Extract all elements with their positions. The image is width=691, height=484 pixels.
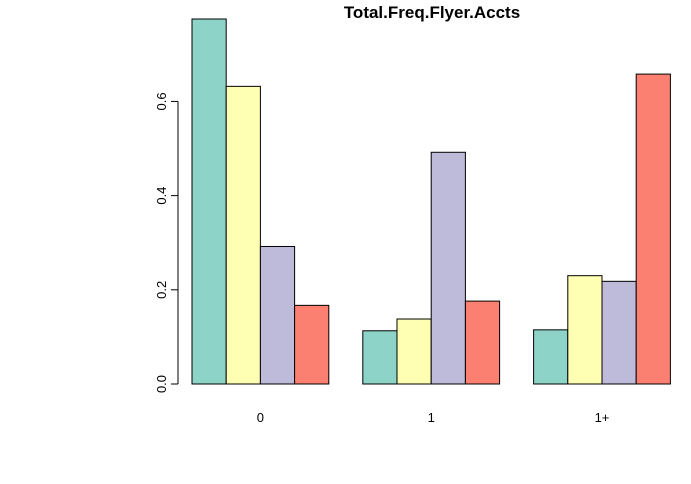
x-axis-labels: 0 1 1+ xyxy=(257,410,610,425)
y-tick-label: 0.4 xyxy=(154,187,169,205)
bar-1-series-2 xyxy=(396,318,432,385)
bar-1-series-3 xyxy=(430,151,466,385)
x-tick-label: 1+ xyxy=(595,410,610,425)
bars xyxy=(191,18,671,385)
bar-1+-series-3 xyxy=(601,280,637,385)
bar-0-series-1 xyxy=(191,18,227,385)
y-tick-label: 0.2 xyxy=(154,281,169,299)
bar-1+-series-4 xyxy=(635,73,671,385)
chart-title: Total.Freq.Flyer.Accts xyxy=(344,3,520,22)
y-tick-label: 0.6 xyxy=(154,92,169,110)
bar-1-series-4 xyxy=(464,300,501,385)
bar-0-series-2 xyxy=(225,85,261,385)
y-axis: 0.0 0.2 0.4 0.6 xyxy=(154,92,179,393)
x-tick-label: 1 xyxy=(428,410,435,425)
bar-0-series-3 xyxy=(259,245,296,385)
x-tick-label: 0 xyxy=(257,410,264,425)
bar-0-series-4 xyxy=(294,304,330,385)
bar-1+-series-1 xyxy=(533,329,569,385)
bar-1+-series-2 xyxy=(567,275,603,385)
y-tick-label: 0.0 xyxy=(154,375,169,393)
bar-1-series-1 xyxy=(362,330,398,385)
